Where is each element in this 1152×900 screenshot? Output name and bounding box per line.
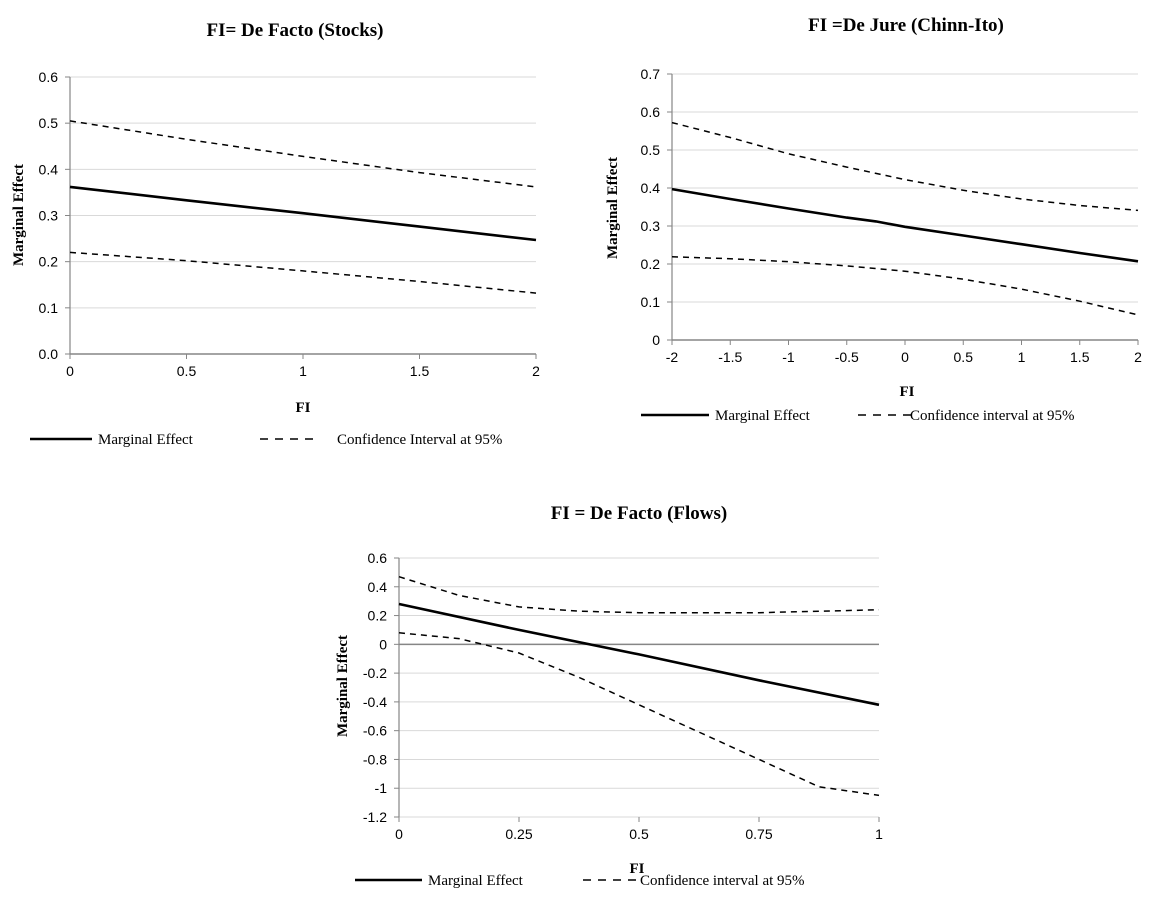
chart-2-x-tick-label-2: -1 bbox=[782, 349, 795, 365]
chart-3-y-tick-label-1: -1 bbox=[375, 780, 388, 796]
chart-2-x-tick-label-7: 1.5 bbox=[1070, 349, 1090, 365]
chart-1-y-tick-label-3: 0.3 bbox=[39, 208, 59, 224]
chart-2-x-axis-title: FI bbox=[900, 384, 915, 400]
chart-2-x-tick-label-6: 1 bbox=[1018, 349, 1026, 365]
chart-3-x-tick-label-4: 1 bbox=[875, 826, 883, 842]
chart-3-ci-lower-line bbox=[398, 632, 880, 797]
chart-1-y-tick-label-6: 0.6 bbox=[39, 69, 59, 85]
chart-2-y-tick-label-6: 0.6 bbox=[641, 104, 661, 120]
chart-3-y-tick-label-2: -0.8 bbox=[363, 751, 387, 767]
chart-3-y-tick-label-8: 0.4 bbox=[368, 579, 388, 595]
chart-2-y-tick-label-2: 0.2 bbox=[641, 256, 661, 272]
chart-3-x-tick-label-1: 0.25 bbox=[505, 826, 532, 842]
chart-1-ci-lower-line bbox=[69, 251, 537, 294]
chart-3-legend-label-confidence-interval: Confidence interval at 95% bbox=[640, 873, 805, 889]
chart-2-y-tick-label-7: 0.7 bbox=[641, 66, 661, 82]
chart-2-x-tick-label-4: 0 bbox=[901, 349, 909, 365]
chart-2-legend-label-marginal-effect: Marginal Effect bbox=[715, 408, 811, 424]
chart-1-y-tick-label-1: 0.1 bbox=[39, 300, 59, 316]
chart-3-ci-upper-line bbox=[398, 575, 880, 614]
chart-3-x-tick-label-0: 0 bbox=[395, 826, 403, 842]
chart-3-x-tick-label-2: 0.5 bbox=[629, 826, 649, 842]
chart-2-y-axis-title: Marginal Effect bbox=[605, 157, 621, 259]
chart-3-y-tick-label-3: -0.6 bbox=[363, 723, 387, 739]
chart-1-x-axis-title: FI bbox=[296, 400, 311, 416]
chart-1-ci-upper-line bbox=[69, 120, 537, 188]
chart-3-y-tick-label-9: 0.6 bbox=[368, 550, 388, 566]
chart-3-marginal-effect-line bbox=[398, 602, 880, 707]
chart-1-x-tick-label-2: 1 bbox=[299, 363, 307, 379]
chart-3-x-axis-title: FI bbox=[630, 861, 645, 877]
chart-2-y-tick-label-1: 0.1 bbox=[641, 294, 661, 310]
chart-3-y-axis-title: Marginal Effect bbox=[335, 635, 351, 737]
chart-1-x-tick-label-1: 0.5 bbox=[177, 363, 197, 379]
chart-3-title: FI = De Facto (Flows) bbox=[551, 503, 728, 524]
chart-2-x-tick-label-5: 0.5 bbox=[954, 349, 974, 365]
chart-1-x-tick-label-3: 1.5 bbox=[410, 363, 430, 379]
chart-3-x-tick-label-3: 0.75 bbox=[745, 826, 772, 842]
chart-2-y-tick-label-3: 0.3 bbox=[641, 218, 661, 234]
chart-3-y-tick-label-5: -0.2 bbox=[363, 665, 387, 681]
chart-1-y-tick-label-5: 0.5 bbox=[39, 115, 59, 131]
chart-2-marginal-effect-line bbox=[671, 187, 1139, 263]
chart-1-x-tick-label-4: 2 bbox=[532, 363, 540, 379]
chart-1-title: FI= De Facto (Stocks) bbox=[206, 20, 383, 41]
chart-1-legend-label-marginal-effect: Marginal Effect bbox=[98, 432, 194, 448]
chart-1-y-tick-label-4: 0.4 bbox=[39, 161, 59, 177]
chart-1-marginal-effect-line bbox=[69, 185, 537, 242]
chart-2-y-tick-label-5: 0.5 bbox=[641, 142, 661, 158]
chart-2-x-tick-label-8: 2 bbox=[1134, 349, 1142, 365]
chart-3-y-tick-label-0: -1.2 bbox=[363, 809, 387, 825]
chart-3-y-tick-label-4: -0.4 bbox=[363, 694, 387, 710]
chart-2-y-tick-label-0: 0 bbox=[652, 332, 660, 348]
chart-1-x-tick-label-0: 0 bbox=[66, 363, 74, 379]
chart-2-x-tick-label-0: -2 bbox=[666, 349, 679, 365]
chart-1-legend-label-confidence-interval: Confidence Interval at 95% bbox=[337, 432, 502, 448]
chart-3-y-tick-label-6: 0 bbox=[379, 636, 387, 652]
chart-2-x-tick-label-3: -0.5 bbox=[835, 349, 859, 365]
chart-1-y-tick-label-2: 0.2 bbox=[39, 254, 59, 270]
chart-1-y-tick-label-0: 0.0 bbox=[39, 346, 59, 362]
chart-3-legend-label-marginal-effect: Marginal Effect bbox=[428, 873, 524, 889]
chart-2-ci-lower-line bbox=[671, 256, 1139, 316]
chart-2-x-tick-label-1: -1.5 bbox=[718, 349, 742, 365]
chart-3-y-tick-label-7: 0.2 bbox=[368, 608, 388, 624]
chart-2-title: FI =De Jure (Chinn-Ito) bbox=[808, 15, 1004, 36]
chart-1-y-axis-title: Marginal Effect bbox=[11, 164, 27, 266]
chart-2-ci-upper-line bbox=[671, 121, 1139, 212]
chart-2-y-tick-label-4: 0.4 bbox=[641, 180, 661, 196]
chart-2-legend-label-confidence-interval: Confidence interval at 95% bbox=[910, 408, 1075, 424]
